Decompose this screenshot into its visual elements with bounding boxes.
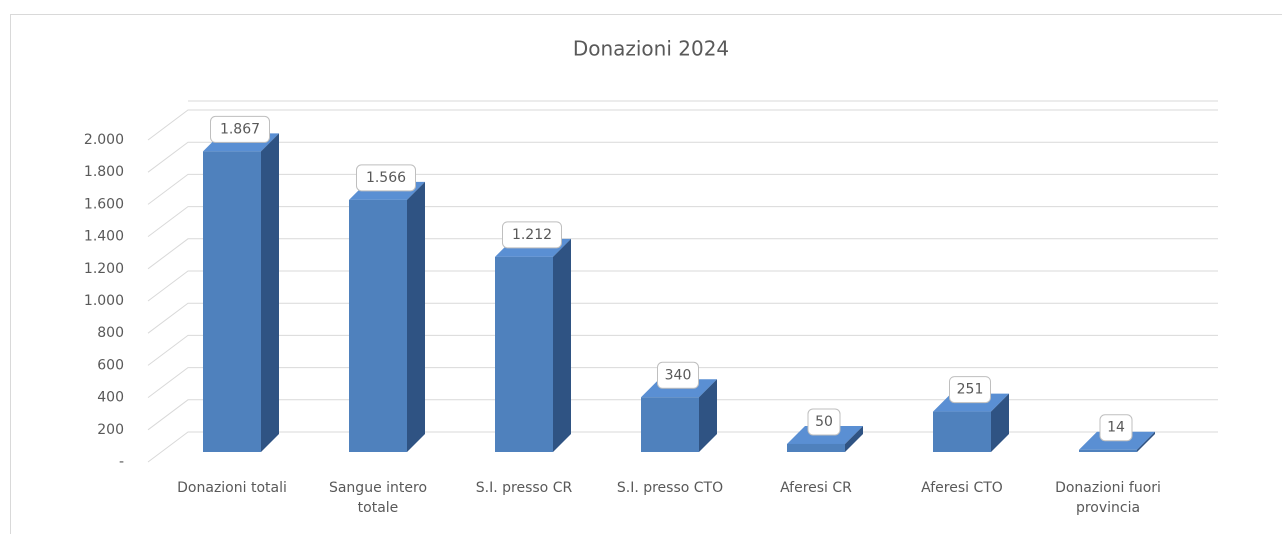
value-label: 50 [815, 414, 833, 430]
x-tick-label: Sangue intero totale [328, 480, 428, 516]
bar-side [699, 379, 717, 452]
value-label: 1.212 [512, 227, 552, 243]
value-label: 1.867 [220, 121, 260, 137]
y-tick-label: - [119, 454, 124, 470]
bar-side [991, 393, 1009, 452]
value-label-box [949, 376, 991, 404]
x-tick-label: Donazioni fuori provincia [1055, 480, 1161, 516]
x-tick-label: Donazioni totali [177, 480, 287, 496]
bar [933, 411, 991, 452]
y-tick-label: 200 [97, 422, 124, 438]
value-label: 251 [957, 382, 984, 398]
value-label-box [657, 361, 699, 389]
x-tick-label: Aferesi CR [780, 480, 852, 496]
value-label-box [807, 408, 841, 436]
grid-line [147, 109, 1218, 141]
value-label: 14 [1107, 420, 1125, 436]
bar-side [407, 181, 425, 452]
grid-line [147, 302, 1218, 334]
y-tick-label: 400 [97, 390, 124, 406]
value-label: 1.566 [366, 170, 406, 186]
x-tick-label: Aferesi CTO [921, 480, 1003, 496]
y-tick-label: 2.000 [84, 132, 124, 148]
y-tick-label: 800 [97, 325, 124, 341]
bar-side [553, 238, 571, 452]
value-label-box [1099, 414, 1133, 442]
value-label-box [502, 221, 562, 249]
grid-line [147, 141, 1218, 173]
bar [349, 199, 407, 452]
bar-side [261, 133, 279, 452]
grid-line [147, 206, 1218, 237]
y-tick-label: 1.600 [84, 196, 124, 212]
x-tick-label: S.I. presso CR [475, 480, 573, 496]
value-label-box [356, 164, 416, 192]
grid-line [147, 367, 1218, 398]
y-tick-label: 1.200 [84, 261, 124, 277]
chart-title: Donazioni 2024 [573, 37, 729, 61]
grid-line [147, 173, 1218, 205]
bar [495, 256, 553, 452]
y-tick-label: 1.000 [84, 293, 124, 309]
grid-line [147, 238, 1218, 270]
y-tick-label: 1.800 [84, 164, 124, 180]
bar [1079, 449, 1137, 452]
bar [641, 397, 699, 452]
bar-side [845, 425, 863, 452]
bar-side [1137, 431, 1155, 452]
x-tick-label: S.I. presso CTO [616, 480, 724, 496]
value-label: 340 [665, 367, 692, 383]
value-label-box [210, 115, 270, 143]
bar [203, 151, 261, 452]
grid-line [147, 431, 1218, 463]
chart-border [10, 14, 1282, 534]
grid-line [147, 270, 1218, 302]
y-tick-label: 1.400 [84, 229, 124, 245]
bar [787, 443, 845, 452]
y-tick-label: 600 [97, 357, 124, 373]
grid-line [147, 399, 1218, 431]
grid-line [147, 334, 1218, 366]
